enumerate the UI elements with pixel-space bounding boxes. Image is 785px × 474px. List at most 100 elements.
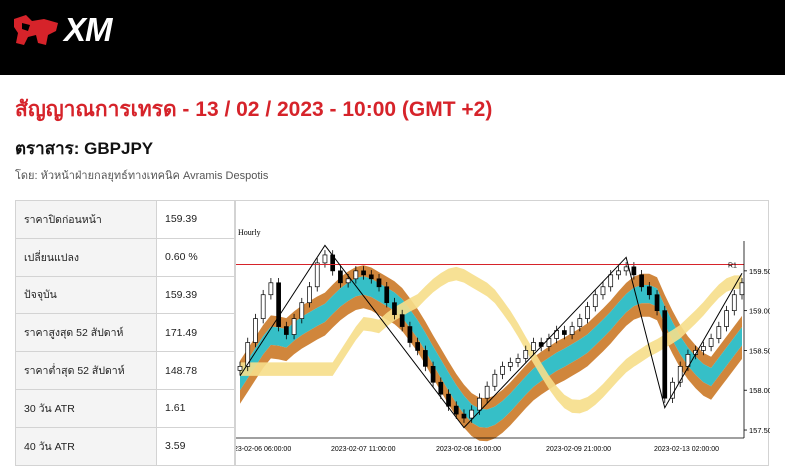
candle-body bbox=[307, 286, 312, 304]
candle-body bbox=[739, 282, 745, 296]
candle-body bbox=[731, 294, 737, 311]
candle-body bbox=[399, 314, 405, 327]
candle-body bbox=[569, 326, 575, 335]
candle-body bbox=[268, 282, 274, 296]
candle-body bbox=[623, 266, 629, 272]
candle-body bbox=[531, 342, 536, 351]
table-row: ราคาต่ำสุด 52 สัปดาห์ 148.78 bbox=[15, 351, 235, 390]
candle-body bbox=[376, 278, 382, 288]
candle-body bbox=[515, 358, 521, 363]
candle-body bbox=[492, 373, 498, 387]
table-row: เปลี่ยนแปลง 0.60 % bbox=[15, 237, 235, 277]
stat-value: 159.39 bbox=[156, 275, 235, 315]
x-tick-label: 2023-02-07 11:00:00 bbox=[331, 446, 396, 453]
table-row: ราคาสูงสุด 52 สัปดาห์ 171.49 bbox=[15, 313, 235, 353]
axes-group: 159.50 159.00 158.50 158.00 157.50 23-02-06 0… bbox=[236, 241, 770, 453]
candle-body bbox=[677, 366, 683, 383]
table-row: 30 วัน ATR 1.61 bbox=[15, 388, 235, 428]
y-tick-label: 158.50 bbox=[749, 346, 770, 355]
candle-body bbox=[469, 409, 475, 419]
candle-body bbox=[654, 294, 660, 311]
stat-label: ราคาปิดก่อนหน้า bbox=[15, 200, 157, 239]
stat-value: 0.60 % bbox=[156, 237, 235, 277]
band-teal bbox=[240, 276, 742, 428]
candle-body bbox=[407, 326, 413, 343]
candle-body bbox=[291, 318, 297, 335]
candle-body bbox=[338, 270, 343, 284]
candle-body bbox=[631, 266, 637, 276]
candle-body bbox=[361, 270, 366, 276]
y-tick-label: 157.50 bbox=[749, 426, 770, 435]
candle-body bbox=[592, 294, 598, 308]
candle-body bbox=[368, 274, 374, 280]
candle-body bbox=[685, 354, 691, 367]
x-tick-label: 2023-02-13 02:00:00 bbox=[654, 446, 719, 453]
candle-body bbox=[585, 306, 590, 319]
stat-label: ปัจจุบัน bbox=[15, 275, 157, 315]
resistance-label: R1 bbox=[728, 262, 737, 269]
candle-body bbox=[662, 310, 668, 399]
candle-body bbox=[345, 278, 351, 284]
candle-body bbox=[392, 302, 397, 315]
candle-body bbox=[523, 350, 529, 359]
candle-body bbox=[384, 286, 390, 304]
candle-body bbox=[639, 274, 644, 288]
chart-title: Hourly bbox=[238, 228, 261, 237]
candle-body bbox=[314, 262, 320, 288]
candle-body bbox=[577, 318, 583, 327]
band-yellow bbox=[240, 266, 742, 414]
x-tick-label: 23-02-06 06:00:00 bbox=[236, 446, 291, 453]
stat-label: ราคาต่ำสุด 52 สัปดาห์ bbox=[15, 351, 157, 390]
stat-label: 40 วัน ATR bbox=[15, 426, 157, 466]
stat-value: 3.59 bbox=[156, 426, 235, 466]
candles-group bbox=[237, 250, 745, 423]
candle-body bbox=[446, 393, 451, 407]
stat-label: 30 วัน ATR bbox=[15, 388, 157, 428]
logo-text: XM bbox=[64, 11, 112, 48]
price-chart[interactable]: Hourly R1 159.50 159.00 158.50 158.00 157.50… bbox=[235, 200, 770, 466]
table-row: 40 วัน ATR 3.59 bbox=[15, 426, 235, 466]
stat-value: 159.39 bbox=[156, 200, 235, 239]
candle-body bbox=[260, 294, 266, 319]
candle-body bbox=[353, 270, 359, 280]
chart-canvas: Hourly R1 159.50 159.00 158.50 158.00 157.50… bbox=[236, 228, 770, 453]
candle-body bbox=[253, 318, 258, 343]
y-tick-label: 159.00 bbox=[749, 307, 770, 316]
candle-body bbox=[276, 282, 281, 327]
zigzag-line bbox=[239, 244, 743, 429]
candle-body bbox=[646, 286, 652, 296]
stat-value: 148.78 bbox=[156, 351, 235, 390]
instrument-heading: ตราสาร: GBPJPY bbox=[15, 139, 154, 158]
candle-body bbox=[716, 326, 722, 339]
stat-value: 171.49 bbox=[156, 313, 235, 353]
page-title: สัญญาณการเทรด - 13 / 02 / 2023 - 10:00 (… bbox=[15, 98, 493, 121]
stat-label: เปลี่ยนแปลง bbox=[15, 237, 157, 277]
candle-body bbox=[299, 302, 305, 319]
candle-body bbox=[438, 381, 444, 395]
candle-body bbox=[484, 385, 490, 399]
table-row: ปัจจุบัน 159.39 bbox=[15, 275, 235, 315]
candle-body bbox=[477, 397, 482, 411]
candle-body bbox=[600, 286, 606, 296]
candle-body bbox=[562, 330, 567, 335]
band-upper-orange bbox=[240, 265, 742, 410]
candle-body bbox=[245, 342, 251, 367]
candle-body bbox=[453, 405, 459, 415]
candle-body bbox=[237, 366, 243, 371]
xm-logo[interactable]: XM bbox=[12, 11, 112, 48]
candle-body bbox=[461, 413, 467, 419]
table-row: ราคาปิดก่อนหน้า 159.39 bbox=[15, 200, 235, 239]
candle-body bbox=[507, 362, 513, 367]
candle-body bbox=[500, 366, 505, 375]
top-bar: XM bbox=[0, 0, 785, 75]
candle-body bbox=[724, 310, 729, 327]
candle-body bbox=[283, 326, 289, 335]
x-tick-label: 2023-02-09 21:00:00 bbox=[546, 446, 611, 453]
author-byline: โดย: หัวหน้าฝ่ายกลยุทธ์ทางเทคนิค Avramis… bbox=[15, 170, 269, 182]
trend-lines: R1 bbox=[236, 244, 744, 429]
candle-body bbox=[701, 346, 706, 351]
stat-value: 1.61 bbox=[156, 388, 235, 428]
stats-table: ราคาปิดก่อนหน้า 159.39 เปลี่ยนแปลง 0.60 % … bbox=[15, 200, 235, 466]
stat-label: ราคาสูงสุด 52 สัปดาห์ bbox=[15, 313, 157, 353]
candle-body bbox=[708, 338, 714, 347]
